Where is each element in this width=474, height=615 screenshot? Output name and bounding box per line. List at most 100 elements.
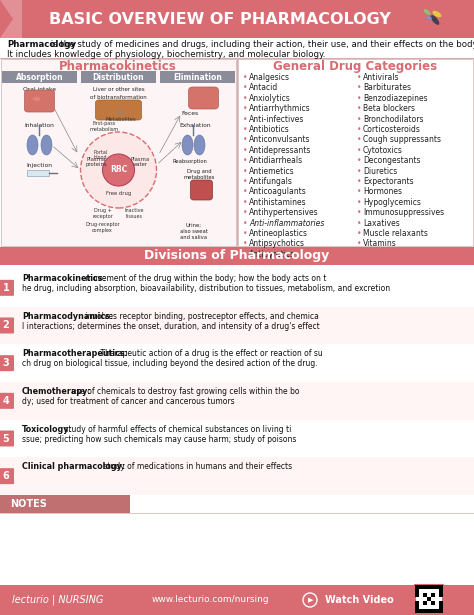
Text: Drug and
metabolites: Drug and metabolites [184, 169, 215, 180]
Text: Inactive
tissues: Inactive tissues [125, 208, 144, 219]
Text: •: • [243, 177, 247, 186]
Text: Bile: Bile [197, 87, 208, 92]
Text: Antipsychotics: Antipsychotics [249, 239, 305, 248]
Text: •: • [243, 229, 247, 238]
Text: Plasma
water: Plasma water [131, 157, 150, 167]
FancyBboxPatch shape [0, 344, 474, 382]
Text: Diuretics: Diuretics [363, 167, 397, 176]
FancyBboxPatch shape [415, 601, 419, 605]
FancyBboxPatch shape [0, 585, 474, 615]
Text: Drug-receptor
complex: Drug-receptor complex [85, 222, 120, 233]
Text: is the study of medicines and drugs, including their action, their use, and thei: is the study of medicines and drugs, inc… [48, 40, 474, 49]
Text: •: • [357, 73, 362, 82]
Text: Benzodiazepines: Benzodiazepines [363, 94, 428, 103]
Text: Antifungals: Antifungals [249, 177, 293, 186]
FancyBboxPatch shape [95, 100, 142, 120]
Text: lecturio | NURSING: lecturio | NURSING [12, 595, 103, 605]
Text: •: • [357, 146, 362, 155]
FancyBboxPatch shape [435, 609, 438, 613]
Text: •: • [243, 73, 247, 82]
FancyBboxPatch shape [431, 593, 435, 597]
Text: •: • [357, 156, 362, 165]
Ellipse shape [27, 135, 38, 155]
Text: dy; used for treatment of cancer and cancerous tumors: dy; used for treatment of cancer and can… [22, 397, 235, 406]
FancyBboxPatch shape [423, 585, 427, 589]
Text: Oral intake: Oral intake [23, 87, 56, 92]
Text: •: • [243, 250, 247, 259]
Text: •: • [243, 167, 247, 176]
Text: Anti-inflammatories: Anti-inflammatories [249, 218, 324, 228]
FancyBboxPatch shape [191, 180, 212, 200]
FancyBboxPatch shape [0, 495, 130, 513]
Text: It includes knowledge of physiology, biochemistry, and molecular biology.: It includes knowledge of physiology, bio… [7, 50, 326, 59]
Text: Feces: Feces [181, 111, 198, 116]
Text: Chemotherapy:: Chemotherapy: [22, 387, 91, 396]
Text: Hormones: Hormones [363, 188, 402, 196]
FancyBboxPatch shape [415, 585, 443, 613]
Text: Inhalation: Inhalation [25, 123, 55, 128]
FancyBboxPatch shape [0, 269, 474, 307]
FancyBboxPatch shape [423, 609, 427, 613]
Circle shape [102, 154, 135, 186]
Text: Therapeutic action of a drug is the effect or reaction of su: Therapeutic action of a drug is the effe… [98, 349, 322, 359]
Text: •: • [357, 94, 362, 103]
FancyBboxPatch shape [427, 609, 430, 613]
FancyBboxPatch shape [439, 585, 443, 589]
Text: study of harmful effects of chemical substances on living ti: study of harmful effects of chemical sub… [62, 425, 291, 434]
Text: •: • [357, 135, 362, 145]
Text: Pharmacotherapeutics:: Pharmacotherapeutics: [22, 349, 128, 359]
FancyBboxPatch shape [431, 585, 435, 589]
Text: •: • [243, 84, 247, 92]
Text: General Drug Categories: General Drug Categories [273, 60, 437, 73]
Text: Barbiturates: Barbiturates [363, 84, 411, 92]
Text: Distribution: Distribution [93, 73, 144, 82]
Text: •: • [243, 146, 247, 155]
FancyBboxPatch shape [238, 59, 473, 246]
FancyBboxPatch shape [81, 71, 156, 83]
Text: Decongestants: Decongestants [363, 156, 420, 165]
FancyBboxPatch shape [431, 609, 435, 613]
Text: Antibiotics: Antibiotics [249, 125, 290, 134]
Text: Liver or other sites: Liver or other sites [93, 87, 144, 92]
Text: he drug, including absorption, bioavailability, distribution to tissues, metabol: he drug, including absorption, bioavaila… [22, 284, 390, 293]
Text: Anticonvulsants: Anticonvulsants [249, 135, 310, 145]
Text: Antiemetics: Antiemetics [249, 167, 295, 176]
Text: •: • [357, 114, 362, 124]
Text: movement of the drug within the body; how the body acts on t: movement of the drug within the body; ho… [83, 274, 327, 283]
Text: •: • [243, 198, 247, 207]
Text: •: • [357, 239, 362, 248]
Text: •: • [357, 104, 362, 113]
FancyBboxPatch shape [27, 170, 49, 176]
Ellipse shape [33, 97, 40, 101]
Text: Expectorants: Expectorants [363, 177, 414, 186]
Text: Free drug: Free drug [106, 191, 131, 197]
Circle shape [113, 177, 116, 179]
Polygon shape [0, 0, 22, 38]
FancyBboxPatch shape [439, 589, 443, 593]
Text: •: • [243, 239, 247, 248]
FancyBboxPatch shape [439, 609, 443, 613]
FancyBboxPatch shape [0, 355, 14, 371]
FancyBboxPatch shape [189, 87, 219, 109]
Text: •: • [243, 94, 247, 103]
FancyBboxPatch shape [0, 430, 14, 446]
Text: Clinical pharmacology:: Clinical pharmacology: [22, 462, 125, 471]
FancyBboxPatch shape [415, 593, 419, 597]
FancyBboxPatch shape [160, 71, 235, 83]
Text: •: • [357, 198, 362, 207]
Text: •: • [357, 208, 362, 217]
Text: Anxiolytics: Anxiolytics [249, 94, 291, 103]
Text: of biotransformation: of biotransformation [90, 95, 147, 100]
Text: •: • [243, 114, 247, 124]
FancyBboxPatch shape [415, 589, 419, 593]
Text: Vitamins: Vitamins [363, 239, 397, 248]
Text: Antihypertensives: Antihypertensives [249, 208, 319, 217]
Text: NOTES: NOTES [10, 499, 47, 509]
Ellipse shape [424, 9, 430, 15]
Text: Immunosuppressives: Immunosuppressives [363, 208, 444, 217]
Text: ch drug on biological tissue, including beyond the desired action of the drug.: ch drug on biological tissue, including … [22, 359, 318, 368]
Text: use of chemicals to destroy fast growing cells within the bo: use of chemicals to destroy fast growing… [69, 387, 299, 396]
Text: Pharmacokinetics: Pharmacokinetics [59, 60, 177, 73]
Text: RBC: RBC [110, 164, 127, 173]
Text: 2: 2 [3, 320, 9, 330]
